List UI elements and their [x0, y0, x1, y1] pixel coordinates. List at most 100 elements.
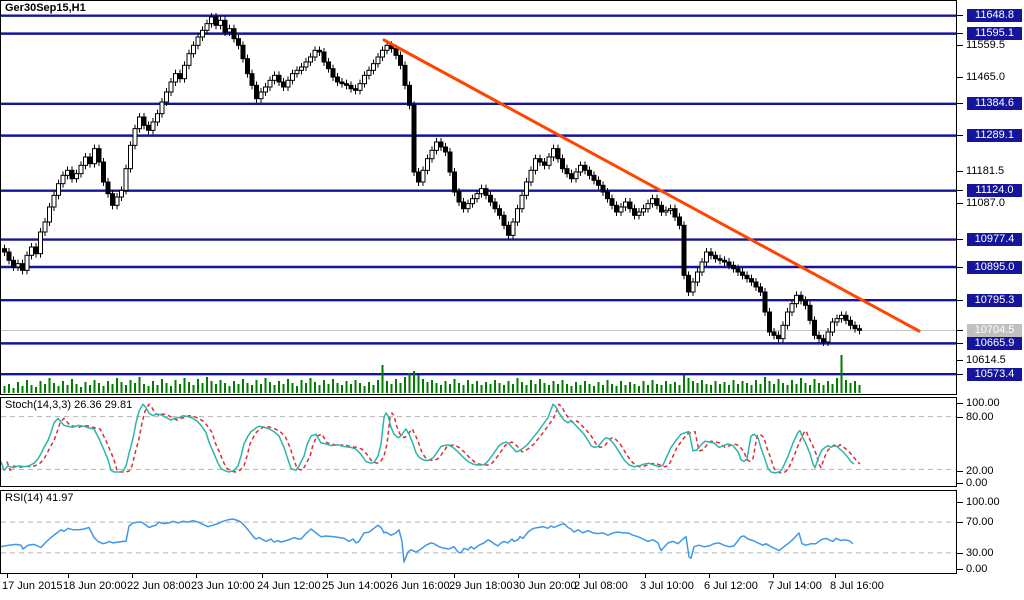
candle-body: [573, 171, 579, 180]
level-price-badge: 10665.9: [967, 337, 1022, 350]
volume-bar: [53, 383, 55, 393]
level-price-badge: 10795.3: [967, 294, 1022, 307]
candle-body: [708, 251, 714, 256]
time-axis[interactable]: 17 Jun 2015 18 Jun 20:00 22 Jun 08:00 23 Ju…: [0, 574, 1024, 600]
volume-bar: [111, 384, 114, 393]
descending-trendline[interactable]: [382, 38, 921, 333]
volume-bar: [858, 385, 861, 393]
volume-bar: [278, 381, 280, 393]
volume-bar: [129, 380, 132, 393]
rsi-indicator-pane[interactable]: RSI(14) 41.97: [0, 490, 957, 574]
candle-body: [132, 128, 138, 146]
candle-body: [96, 148, 102, 163]
candle-body: [798, 294, 804, 301]
candle-body: [164, 91, 169, 103]
candle-body: [519, 194, 525, 210]
volume-bar: [332, 379, 334, 393]
volume-bar: [215, 384, 217, 393]
volume-bar: [584, 381, 586, 393]
candlestick-chart: [1, 13, 956, 393]
candle-body: [42, 221, 48, 233]
stochastic-indicator-pane[interactable]: Stoch(14,3,3) 26.36 29.81: [0, 397, 957, 487]
volume-bar: [75, 384, 78, 393]
candle-body: [564, 168, 570, 175]
candle-body: [51, 194, 57, 208]
rsi-label: RSI(14) 41.97: [5, 492, 74, 504]
volume-bar: [435, 383, 438, 393]
volume-bar: [408, 373, 411, 393]
volume-bar: [705, 384, 708, 393]
volume-bar: [471, 384, 474, 393]
scale-tick-mark: [957, 417, 963, 418]
scale-tick-mark: [957, 171, 963, 172]
volume-bar: [561, 380, 564, 393]
volume-bar: [291, 383, 294, 393]
volume-bar: [521, 382, 523, 393]
volume-bar: [134, 383, 136, 393]
candle-body: [785, 311, 790, 326]
volume-bar: [791, 380, 793, 393]
scale-tick-label: 11465.0: [966, 71, 1005, 83]
candle-body: [524, 181, 529, 196]
volume-bar: [183, 378, 186, 393]
scale-tick-mark: [957, 190, 963, 191]
time-axis-tick: [579, 574, 580, 578]
candle-body: [263, 86, 268, 93]
volume-bar: [836, 378, 838, 393]
candle-body: [569, 173, 574, 180]
volume-bar: [242, 379, 244, 393]
volume-bar: [359, 383, 361, 393]
volume-bar: [701, 380, 703, 393]
volume-bar: [156, 385, 159, 393]
volume-bar: [147, 386, 150, 393]
time-axis-label: 25 Jun 14:00: [322, 580, 386, 592]
candle-body: [677, 216, 682, 226]
candle-body: [537, 158, 543, 163]
volume-bar: [309, 378, 312, 393]
volume-bar: [381, 365, 384, 393]
scale-tick-mark: [957, 77, 963, 78]
candle-body: [695, 271, 700, 283]
symbol-period-title: Ger30Sep15,H1: [5, 2, 86, 14]
volume-bar: [372, 385, 375, 393]
candle-body: [713, 254, 718, 260]
time-axis-label: 18 Jun 20:00: [63, 580, 127, 592]
candle-body: [155, 113, 160, 123]
volume-bar: [845, 380, 847, 393]
level-price-badge: 11648.8: [967, 9, 1022, 22]
volume-bar: [624, 385, 627, 393]
candle-body: [812, 319, 817, 336]
candle-body: [429, 149, 435, 160]
candle-body: [587, 169, 592, 176]
candle-body: [159, 101, 165, 115]
volume-bar: [197, 379, 199, 393]
time-axis-tick: [68, 574, 69, 578]
volume-bar: [413, 371, 415, 393]
candle-body: [366, 69, 372, 76]
candle-body: [335, 76, 340, 83]
volume-bar: [813, 379, 816, 393]
candle-body: [168, 81, 174, 93]
volume-bar: [656, 384, 658, 393]
main-price-chart-pane[interactable]: Ger30Sep15,H1: [0, 0, 957, 395]
price-scale[interactable]: 11559.5 11465.0 11181.5 11087.0 10614.5 100.0…: [957, 0, 1024, 575]
volume-bar: [651, 380, 654, 393]
volume-bar: [755, 380, 757, 393]
volume-bar: [503, 385, 505, 393]
volume-bar: [566, 384, 568, 393]
time-axis-tick: [327, 574, 328, 578]
volume-bar: [125, 385, 127, 393]
scale-tick-mark: [957, 403, 963, 404]
volume-bar: [719, 384, 721, 393]
volume-bar: [588, 384, 591, 393]
candle-body: [137, 116, 142, 130]
candle-body: [605, 191, 610, 200]
candle-body: [848, 319, 853, 326]
volume-bar: [219, 380, 222, 393]
volume-bar: [165, 383, 168, 393]
level-price-badge: 11124.0: [967, 184, 1022, 197]
candle-body: [308, 56, 313, 63]
stochastic-label: Stoch(14,3,3) 26.36 29.81: [5, 399, 133, 411]
volume-bar: [21, 386, 24, 393]
candle-body: [407, 84, 412, 106]
